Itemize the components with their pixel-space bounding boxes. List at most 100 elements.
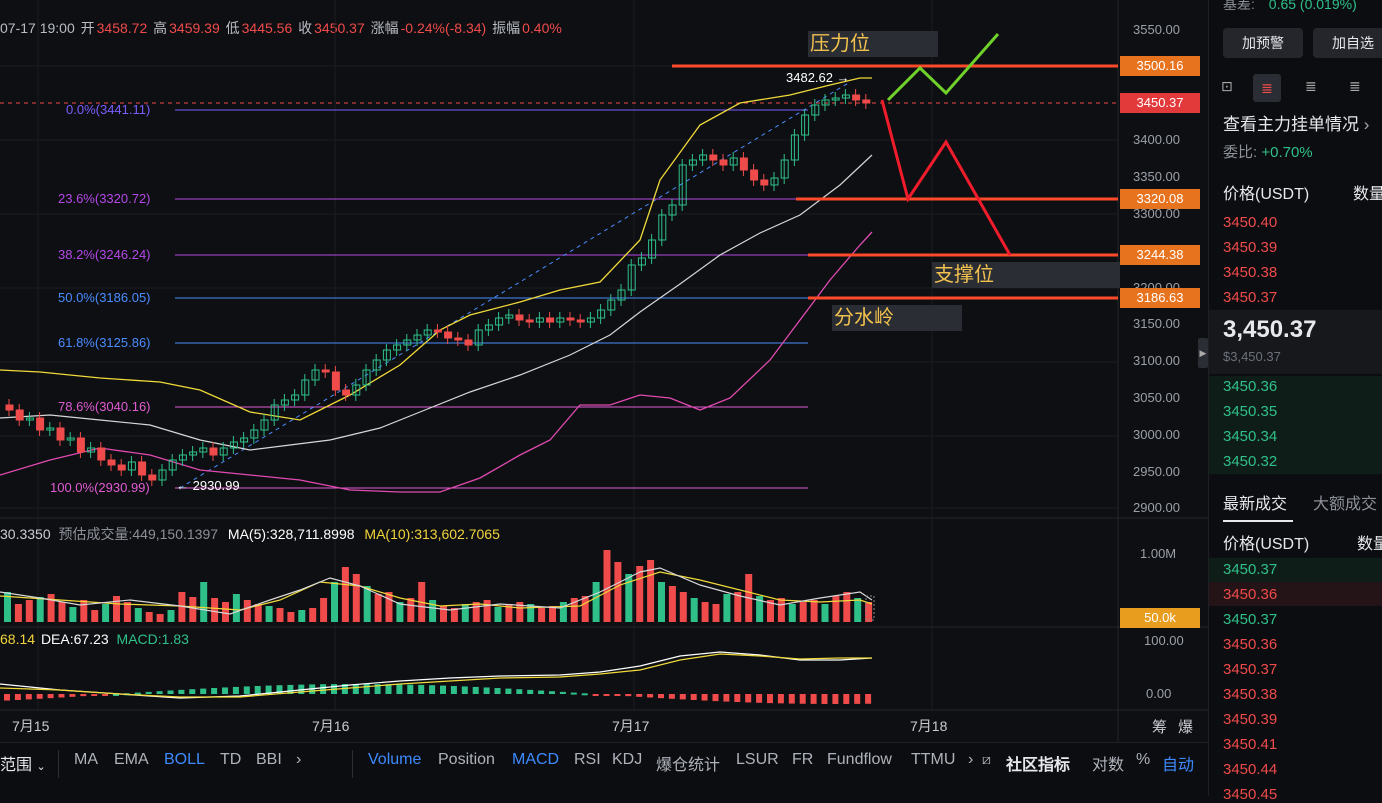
- indicator-fundflow[interactable]: Fundflow: [827, 751, 892, 768]
- add-alert-button[interactable]: 加预警: [1223, 28, 1303, 58]
- indicator-td[interactable]: TD: [220, 751, 242, 768]
- macd-bar: [14, 694, 21, 700]
- macd-bar: [799, 694, 806, 704]
- bid-row[interactable]: 3450.35: [1223, 403, 1278, 420]
- chart-area[interactable]: 07-17 19:00 开 3458.72 高 3459.39 低 3445.56 收…: [0, 0, 1208, 742]
- volume-bar: [494, 607, 502, 622]
- candlestick-chart[interactable]: [0, 0, 1208, 742]
- add-watchlist-button[interactable]: 加自选: [1313, 28, 1382, 58]
- indicator-boll[interactable]: BOLL: [164, 751, 205, 768]
- indicator-rsi[interactable]: RSI: [574, 751, 601, 768]
- volume-bar: [254, 604, 262, 622]
- candle: [46, 427, 55, 431]
- volume-bar: [265, 606, 273, 622]
- ask-row[interactable]: 3450.38: [1223, 264, 1278, 281]
- candle: [76, 437, 85, 453]
- indicator-volume[interactable]: Volume: [368, 751, 422, 768]
- macd-axis-top: 100.00: [1144, 633, 1184, 648]
- resistance-note[interactable]: 压力位: [808, 31, 938, 57]
- ask-row[interactable]: 3450.39: [1223, 239, 1278, 256]
- trade-row[interactable]: 3450.44: [1223, 761, 1278, 778]
- volume-bar: [243, 600, 251, 622]
- panel-collapse-handle[interactable]: ▶: [1198, 338, 1208, 368]
- tab-large-trades[interactable]: 大额成交: [1313, 496, 1378, 513]
- indicator-ma[interactable]: MA: [74, 751, 98, 768]
- support-note[interactable]: 支撑位: [932, 262, 1120, 288]
- candle: [240, 437, 249, 443]
- watershed-note[interactable]: 分水岭: [832, 305, 962, 331]
- tab-latest-trades[interactable]: 最新成交: [1223, 496, 1288, 513]
- volume-bar: [331, 582, 338, 622]
- community-indicators[interactable]: 社区指标: [1006, 757, 1071, 774]
- macd-bar: [47, 694, 54, 699]
- ask-row[interactable]: 3450.37: [1223, 289, 1278, 306]
- candle: [576, 319, 585, 323]
- macd-bar: [843, 694, 850, 704]
- indicator-lsur[interactable]: LSUR: [736, 751, 779, 768]
- current-price-tag: 3450.37: [1120, 93, 1200, 113]
- volume-bar: [712, 604, 720, 622]
- candle: [199, 447, 208, 453]
- candle: [107, 459, 116, 466]
- auto-scale-toggle[interactable]: 自动: [1162, 757, 1195, 774]
- indicator-kdj[interactable]: KDJ: [612, 751, 643, 768]
- bid-row[interactable]: 3450.36: [1223, 378, 1278, 395]
- liquidation-toggle[interactable]: 爆: [1178, 719, 1194, 736]
- macd-bar: [222, 687, 228, 694]
- bid-row[interactable]: 3450.32: [1223, 453, 1278, 470]
- volume-bar: [69, 607, 77, 622]
- trade-row[interactable]: 3450.37: [1223, 661, 1278, 678]
- macd-bar: [679, 694, 686, 700]
- volume-bar: [113, 596, 120, 622]
- macd-bar: [80, 694, 87, 697]
- bid-row[interactable]: 3450.34: [1223, 428, 1278, 445]
- volume-bar: [516, 602, 524, 622]
- price-tag-3244: 3244.38: [1120, 245, 1200, 265]
- indicator-fr[interactable]: FR: [792, 751, 814, 768]
- candle: [811, 104, 820, 116]
- trade-row[interactable]: 3450.37: [1223, 561, 1278, 578]
- chip-toggle[interactable]: 筹: [1152, 719, 1168, 736]
- log-scale-toggle[interactable]: 对数: [1092, 757, 1125, 774]
- trade-row[interactable]: 3450.41: [1223, 736, 1278, 753]
- indicator-position[interactable]: Position: [438, 751, 495, 768]
- candle: [158, 469, 167, 481]
- chevron-down-icon: ⌄: [36, 761, 46, 773]
- ask-row[interactable]: 3450.40: [1223, 214, 1278, 231]
- layout-both-icon[interactable]: ≣: [1253, 74, 1281, 102]
- indicator-ttmu[interactable]: TTMU: [911, 751, 956, 768]
- candle: [658, 214, 667, 241]
- layout-split-icon[interactable]: ⊡: [1221, 78, 1233, 94]
- macd-bar: [614, 694, 621, 696]
- orders-title[interactable]: 查看主力挂单情况 ›: [1223, 115, 1370, 134]
- trade-row[interactable]: 3450.37: [1223, 611, 1278, 628]
- macd-bar: [440, 685, 446, 694]
- macd-bar: [4, 694, 10, 701]
- volume-bar: [581, 596, 589, 622]
- trade-row[interactable]: 3450.39: [1223, 711, 1278, 728]
- macd-header: 68.14 DEA:67.23 MACD:1.83: [0, 631, 189, 647]
- fib-label-786: 78.6%(3040.16): [58, 399, 151, 414]
- candle: [433, 329, 442, 333]
- volume-bar: [385, 592, 393, 622]
- candle: [209, 447, 218, 456]
- edit-icon[interactable]: ⧄: [982, 751, 991, 767]
- chevron-right-icon[interactable]: ›: [296, 751, 302, 768]
- trade-row[interactable]: 3450.36: [1223, 586, 1278, 603]
- candle: [382, 349, 391, 361]
- indicator-liquidation[interactable]: 爆仓统计: [656, 757, 721, 774]
- layout-bids-icon[interactable]: ≣: [1349, 78, 1361, 94]
- range-dropdown[interactable]: 范围 ⌄: [0, 757, 46, 774]
- percent-scale-toggle[interactable]: %: [1136, 751, 1151, 768]
- trade-row[interactable]: 3450.38: [1223, 686, 1278, 703]
- volume-bar: [91, 610, 99, 622]
- trade-row[interactable]: 3450.36: [1223, 636, 1278, 653]
- indicator-bbi[interactable]: BBI: [256, 751, 282, 768]
- indicator-macd[interactable]: MACD: [512, 751, 560, 768]
- chevron-right-icon[interactable]: ›: [968, 751, 974, 768]
- indicator-ema[interactable]: EMA: [114, 751, 149, 768]
- layout-asks-icon[interactable]: ≣: [1305, 78, 1317, 94]
- volume-bar: [396, 602, 404, 622]
- candle: [15, 409, 24, 421]
- trade-row[interactable]: 3450.45: [1223, 786, 1278, 803]
